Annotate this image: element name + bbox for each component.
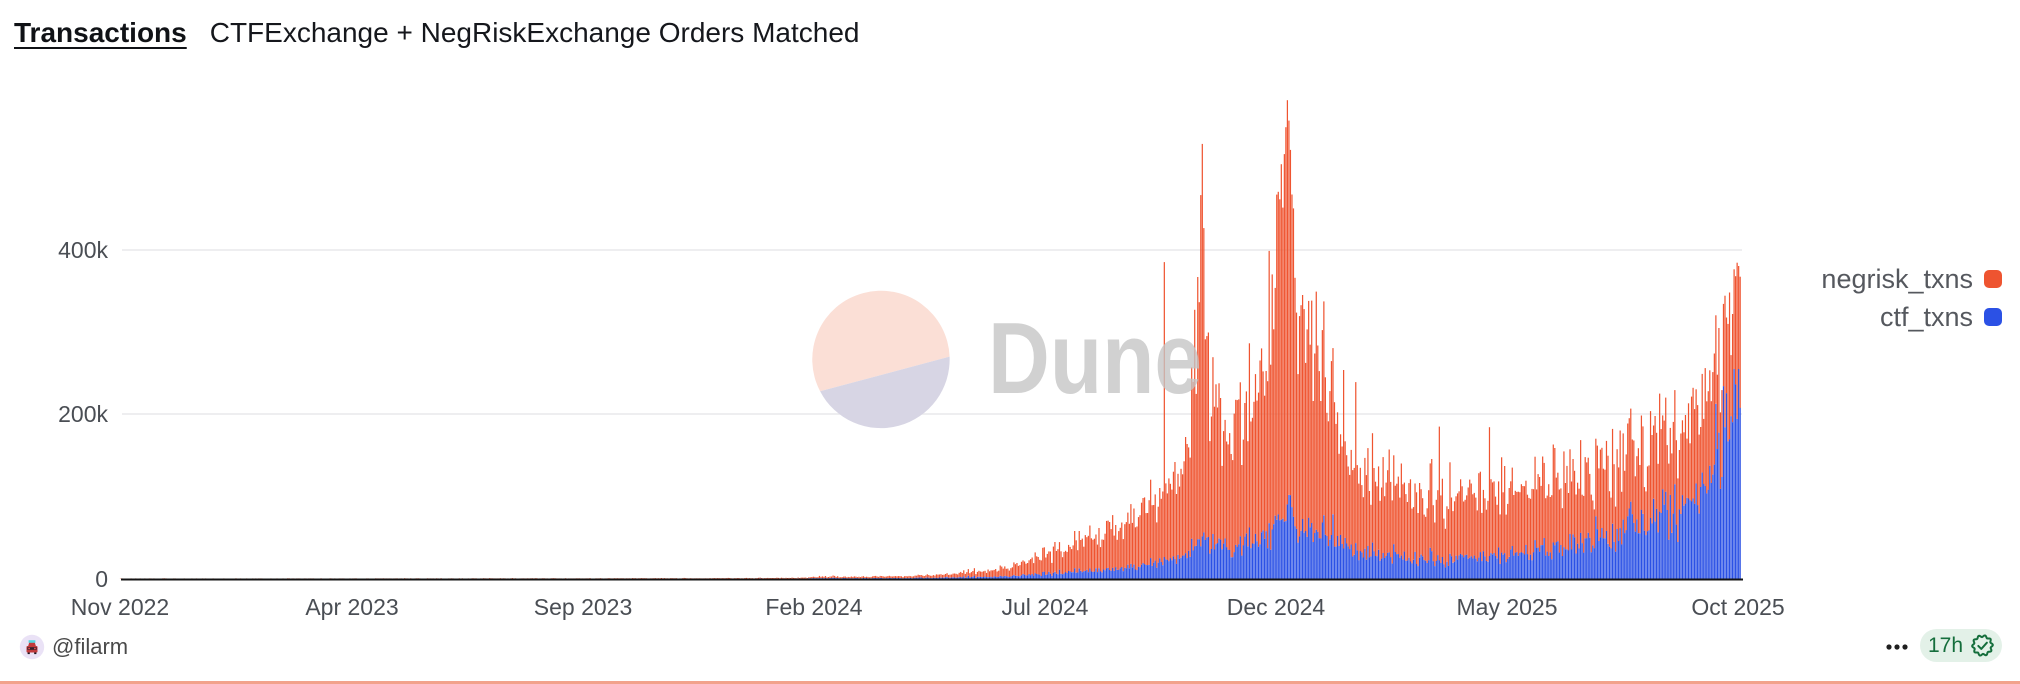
svg-text:Dune: Dune xyxy=(988,303,1202,415)
